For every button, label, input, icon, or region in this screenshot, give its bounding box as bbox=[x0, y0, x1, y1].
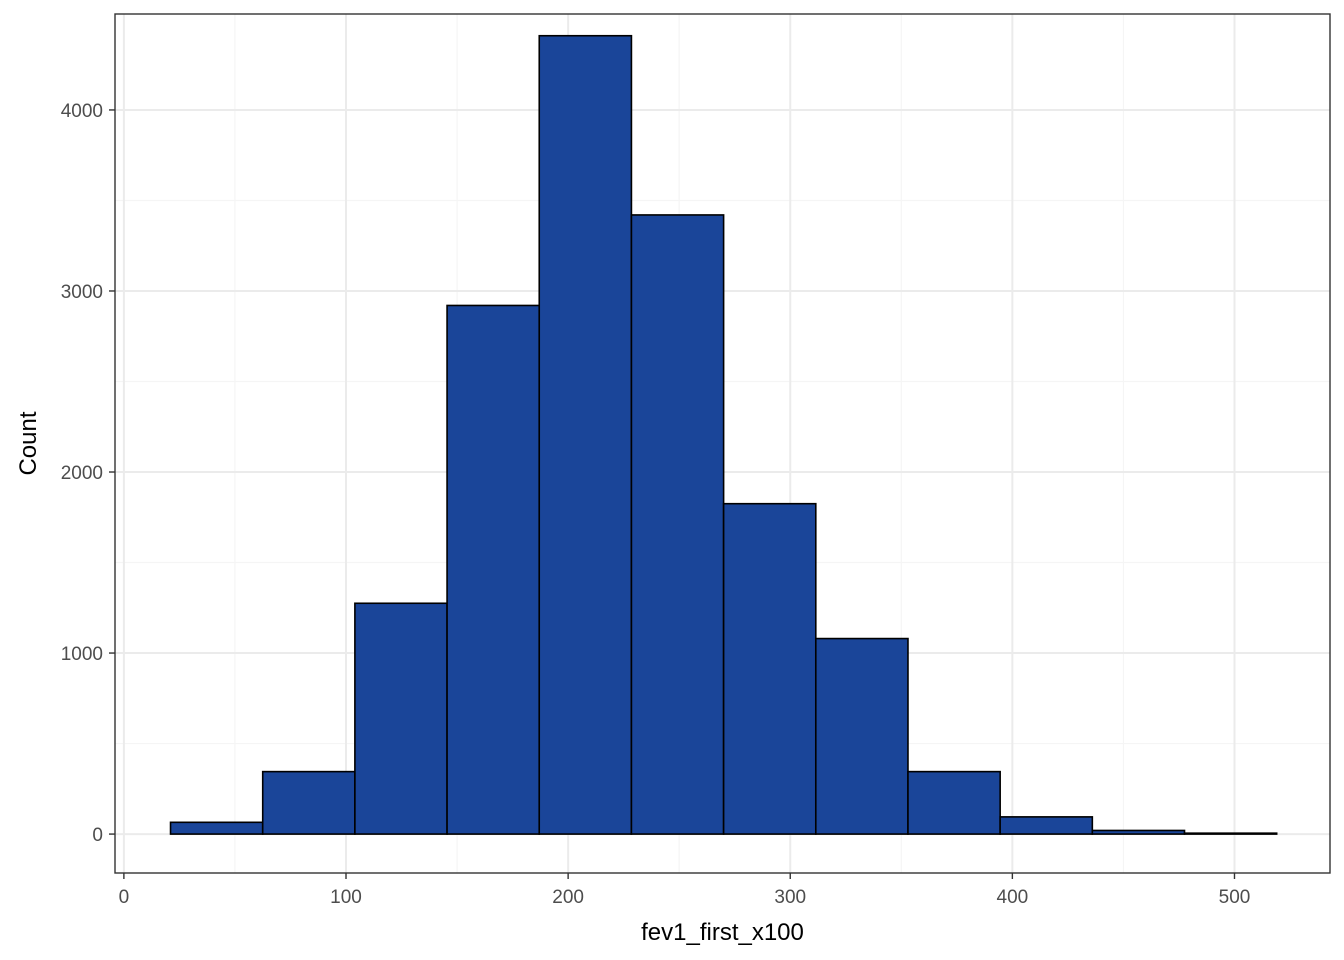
histogram-bar bbox=[907, 770, 1001, 835]
x-tick-label: 300 bbox=[774, 887, 806, 908]
x-axis-title: fev1_first_x100 bbox=[641, 919, 804, 946]
x-tick-label: 400 bbox=[997, 887, 1029, 908]
histogram-bar bbox=[354, 602, 448, 835]
histogram-bar bbox=[169, 821, 264, 835]
histogram-bar bbox=[722, 502, 817, 835]
histogram-bar bbox=[1091, 829, 1186, 835]
y-tick-label: 4000 bbox=[61, 101, 103, 122]
histogram-bar bbox=[261, 770, 356, 835]
x-tick-label: 100 bbox=[330, 887, 362, 908]
histogram-bar bbox=[538, 34, 633, 835]
histogram-bar bbox=[446, 304, 541, 835]
histogram-bar bbox=[999, 816, 1094, 835]
y-axis-title: Count bbox=[15, 411, 42, 475]
panel-border bbox=[114, 13, 1331, 874]
x-tick-label: 0 bbox=[119, 887, 130, 908]
y-tick-label: 2000 bbox=[61, 463, 103, 484]
y-tick-label: 0 bbox=[92, 825, 103, 846]
histogram-bar bbox=[630, 214, 725, 835]
y-tick-label: 3000 bbox=[61, 282, 103, 303]
y-tick-label: 1000 bbox=[61, 644, 103, 665]
histogram-bar bbox=[814, 637, 909, 835]
y-axis: 0 1000 2000 3000 4000 bbox=[61, 101, 115, 846]
x-axis: 0 100 200 300 400 500 bbox=[119, 873, 1251, 908]
histogram-bar bbox=[1183, 832, 1278, 835]
histogram-bars bbox=[169, 34, 1278, 835]
x-tick-label: 500 bbox=[1219, 887, 1251, 908]
x-tick-label: 200 bbox=[552, 887, 584, 908]
